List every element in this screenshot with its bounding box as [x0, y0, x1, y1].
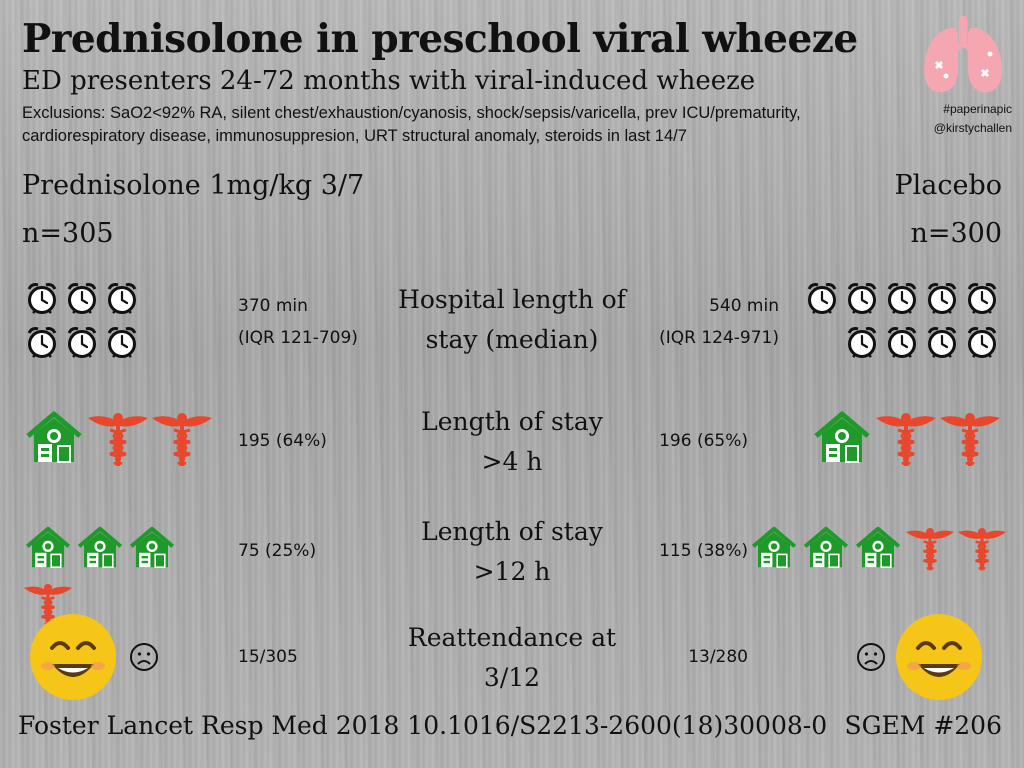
- hashtag-text: #paperinapic: [943, 102, 1012, 116]
- row2-label: Length of stay >4 h: [372, 402, 652, 482]
- alarm-clock-icon: [24, 324, 60, 364]
- home-icon: [812, 408, 872, 472]
- row1-right-iqr: (IQR 124-971): [659, 328, 779, 348]
- row3-label-line-1: Length of stay: [421, 517, 603, 546]
- left-arm-name: Prednisolone 1mg/kg 3/7: [22, 170, 365, 201]
- row1-label-line-1: Hospital length of: [398, 285, 626, 314]
- caduceus-icon: [906, 524, 954, 576]
- home-icon: [854, 524, 902, 576]
- right-arm-n: n=300: [910, 218, 1002, 249]
- row3-label: Length of stay >12 h: [372, 512, 652, 592]
- smiley-icon: [28, 612, 118, 702]
- caduceus-icon: [24, 580, 72, 632]
- row1-right-value: 540 min (IQR 124-971): [659, 290, 779, 354]
- alarm-clock-icon: [804, 280, 840, 320]
- exclusion-criteria: Exclusions: SaO2<92% RA, silent chest/ex…: [22, 102, 922, 148]
- left-arm-n: n=305: [22, 218, 114, 249]
- row1-left-median: 370 min: [238, 296, 308, 316]
- home-icon: [24, 408, 84, 472]
- row3-label-line-2: >12 h: [473, 557, 551, 586]
- row4-label-line-1: Reattendance at: [407, 623, 617, 652]
- alarm-clock-icon: [964, 324, 1000, 364]
- alarm-clock-icon: [924, 280, 960, 320]
- alarm-clock-icon: [64, 324, 100, 364]
- page-subtitle: ED presenters 24-72 months with viral-in…: [22, 66, 756, 96]
- row1-right-median: 540 min: [709, 296, 779, 316]
- row4-label: Reattendance at 3/12: [372, 618, 652, 698]
- branding: #paperinapic @kirstychallen: [892, 100, 1012, 138]
- row1-left-iqr: (IQR 121-709): [238, 328, 358, 348]
- caduceus-icon: [940, 408, 1000, 472]
- row2-label-line-2: >4 h: [481, 447, 543, 476]
- caduceus-icon: [88, 408, 148, 472]
- row1-label: Hospital length of stay (median): [372, 280, 652, 360]
- row1-right-icons: [800, 280, 1000, 364]
- caduceus-icon: [958, 524, 1006, 576]
- exclusions-line-1: Exclusions: SaO2<92% RA, silent chest/ex…: [22, 104, 801, 122]
- row3-right-value: 115 (38%): [659, 541, 748, 561]
- alarm-clock-icon: [104, 324, 140, 364]
- home-icon: [76, 524, 124, 576]
- row4-left-value: 15/305: [238, 647, 298, 667]
- lungs-icon: [918, 14, 1008, 98]
- frown-icon: [128, 641, 160, 673]
- row3-left-value: 75 (25%): [238, 541, 317, 561]
- row3-right-icons: [736, 524, 1006, 576]
- caduceus-icon: [876, 408, 936, 472]
- author-handle: @kirstychallen: [933, 121, 1012, 135]
- right-arm-name: Placebo: [894, 170, 1002, 201]
- alarm-clock-icon: [884, 324, 920, 364]
- row3-left-icons: [24, 524, 224, 632]
- alarm-clock-icon: [844, 324, 880, 364]
- home-icon: [750, 524, 798, 576]
- alarm-clock-icon: [64, 280, 100, 320]
- row2-left-value: 195 (64%): [238, 431, 327, 451]
- home-icon: [802, 524, 850, 576]
- alarm-clock-icon: [884, 280, 920, 320]
- alarm-clock-icon: [844, 280, 880, 320]
- row2-left-icons: [24, 408, 224, 472]
- caduceus-icon: [152, 408, 212, 472]
- exclusions-line-2: cardiorespiratory disease, immunosuppres…: [22, 127, 687, 145]
- row1-label-line-2: stay (median): [425, 325, 599, 354]
- home-icon: [24, 524, 72, 576]
- row2-right-value: 196 (65%): [659, 431, 748, 451]
- alarm-clock-icon: [104, 280, 140, 320]
- row4-right-value: 13/280: [688, 647, 748, 667]
- citation: Foster Lancet Resp Med 2018 10.1016/S221…: [18, 711, 828, 740]
- page-title: Prednisolone in preschool viral wheeze: [22, 16, 858, 62]
- row2-right-icons: [800, 408, 1000, 472]
- frown-icon: [855, 641, 887, 673]
- alarm-clock-icon: [924, 324, 960, 364]
- smiley-icon: [894, 612, 984, 702]
- row1-left-value: 370 min (IQR 121-709): [238, 290, 358, 354]
- home-icon: [128, 524, 176, 576]
- alarm-clock-icon: [964, 280, 1000, 320]
- sgem-episode: SGEM #206: [844, 711, 1002, 740]
- row4-label-line-2: 3/12: [483, 663, 541, 692]
- row2-label-line-1: Length of stay: [421, 407, 603, 436]
- alarm-clock-icon: [24, 280, 60, 320]
- row1-left-icons: [24, 280, 149, 364]
